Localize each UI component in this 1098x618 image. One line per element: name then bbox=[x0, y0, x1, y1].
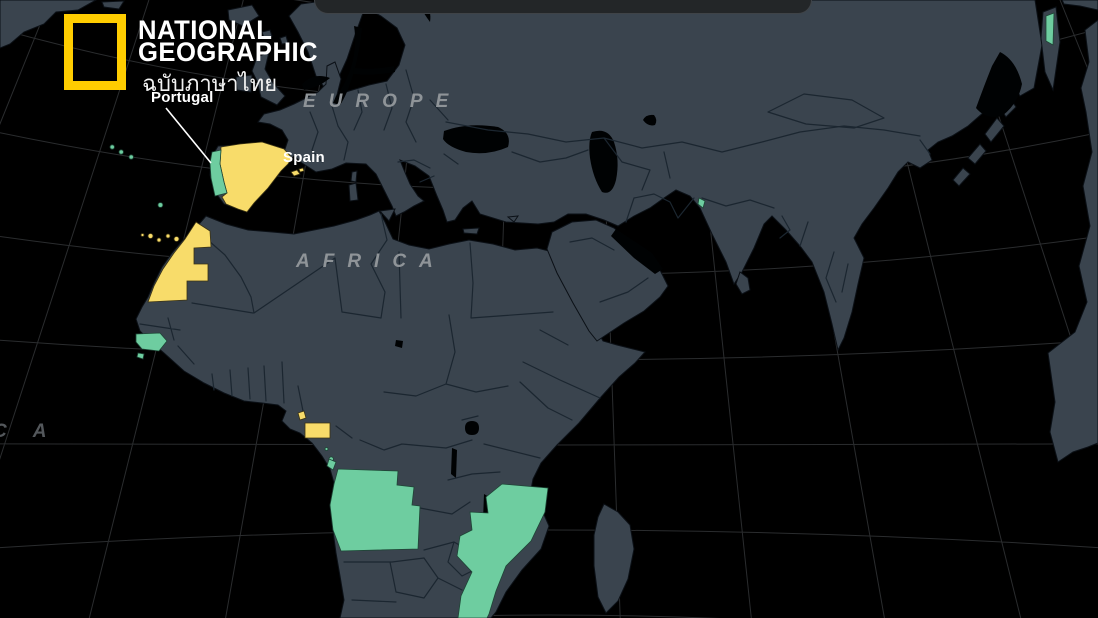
sea-of-okhotsk bbox=[976, 52, 1022, 117]
land-ireland bbox=[235, 74, 253, 93]
lake-tanganyika bbox=[451, 448, 457, 478]
top-overlay-bar bbox=[314, 0, 812, 14]
highlight-angola bbox=[329, 468, 421, 552]
country-borders bbox=[139, 69, 931, 603]
portugal-leader-line bbox=[165, 107, 212, 164]
label-portugal: Portugal bbox=[151, 89, 214, 106]
persian-gulf bbox=[611, 229, 663, 274]
highlight-azores bbox=[109, 144, 134, 160]
skagerrak bbox=[302, 76, 330, 90]
highlight-goa bbox=[697, 197, 706, 209]
highlight-guinea-bissau bbox=[135, 332, 168, 360]
land-greenland-speck bbox=[101, 0, 125, 10]
land-sardinia bbox=[348, 182, 359, 202]
land-ne-corner bbox=[1061, 0, 1098, 11]
lake-chad bbox=[395, 340, 403, 348]
highlight-cabinda bbox=[326, 458, 337, 471]
land-cyprus bbox=[506, 215, 520, 223]
land-americas-wrap-strip bbox=[1047, 19, 1098, 463]
label-europe: EUROPE bbox=[303, 91, 462, 112]
label-spain: Spain bbox=[283, 149, 325, 166]
land-northamerica-corner bbox=[0, 0, 98, 49]
highlight-balearics bbox=[290, 167, 305, 177]
inland-seas bbox=[302, 2, 1022, 526]
label-america-partial: CA bbox=[0, 421, 73, 442]
highlight-equatorial-guinea bbox=[304, 422, 331, 439]
highlight-madeira bbox=[157, 202, 164, 208]
natgeo-wordmark-line2: GEOGRAPHIC bbox=[138, 37, 319, 67]
land-shetland bbox=[279, 35, 289, 45]
land-faroe bbox=[261, 29, 273, 39]
land-scandinavia bbox=[288, 0, 364, 92]
land-iceland bbox=[227, 4, 260, 27]
land-srilanka bbox=[735, 271, 751, 295]
land-corsica bbox=[350, 170, 358, 183]
black-sea bbox=[443, 125, 509, 154]
natgeo-logo: NATIONAL GEOGRAPHIC ฉบับภาษาไทย bbox=[64, 14, 394, 110]
baltic-sea bbox=[333, 26, 362, 105]
highlight-sakhalin-sliver bbox=[1045, 12, 1055, 46]
land-eurasia bbox=[209, 0, 1043, 352]
natgeo-wordmark: NATIONAL GEOGRAPHIC bbox=[138, 15, 319, 67]
highlights-green bbox=[109, 12, 1055, 618]
highlight-portugal bbox=[209, 149, 228, 197]
gulf-of-finland bbox=[353, 66, 395, 75]
natgeo-yellow-frame-icon bbox=[64, 14, 126, 90]
natgeo-thai-tagline: ฉบับภาษาไทย bbox=[142, 71, 278, 96]
highlight-morocco-western-sahara bbox=[147, 221, 212, 303]
highlights-yellow bbox=[140, 141, 331, 439]
land-madagascar bbox=[593, 503, 635, 614]
highlight-bioko bbox=[297, 410, 307, 421]
land-sicily bbox=[378, 208, 396, 222]
land-uk bbox=[251, 51, 286, 106]
lake-victoria bbox=[465, 421, 479, 435]
natgeo-wordmark-line1: NATIONAL bbox=[138, 15, 273, 45]
aral-sea bbox=[643, 114, 657, 126]
highlight-mozambique bbox=[456, 483, 549, 618]
highlight-canary-islands bbox=[140, 233, 180, 243]
label-africa: AFRICA bbox=[296, 251, 446, 272]
land-crete bbox=[462, 227, 480, 235]
